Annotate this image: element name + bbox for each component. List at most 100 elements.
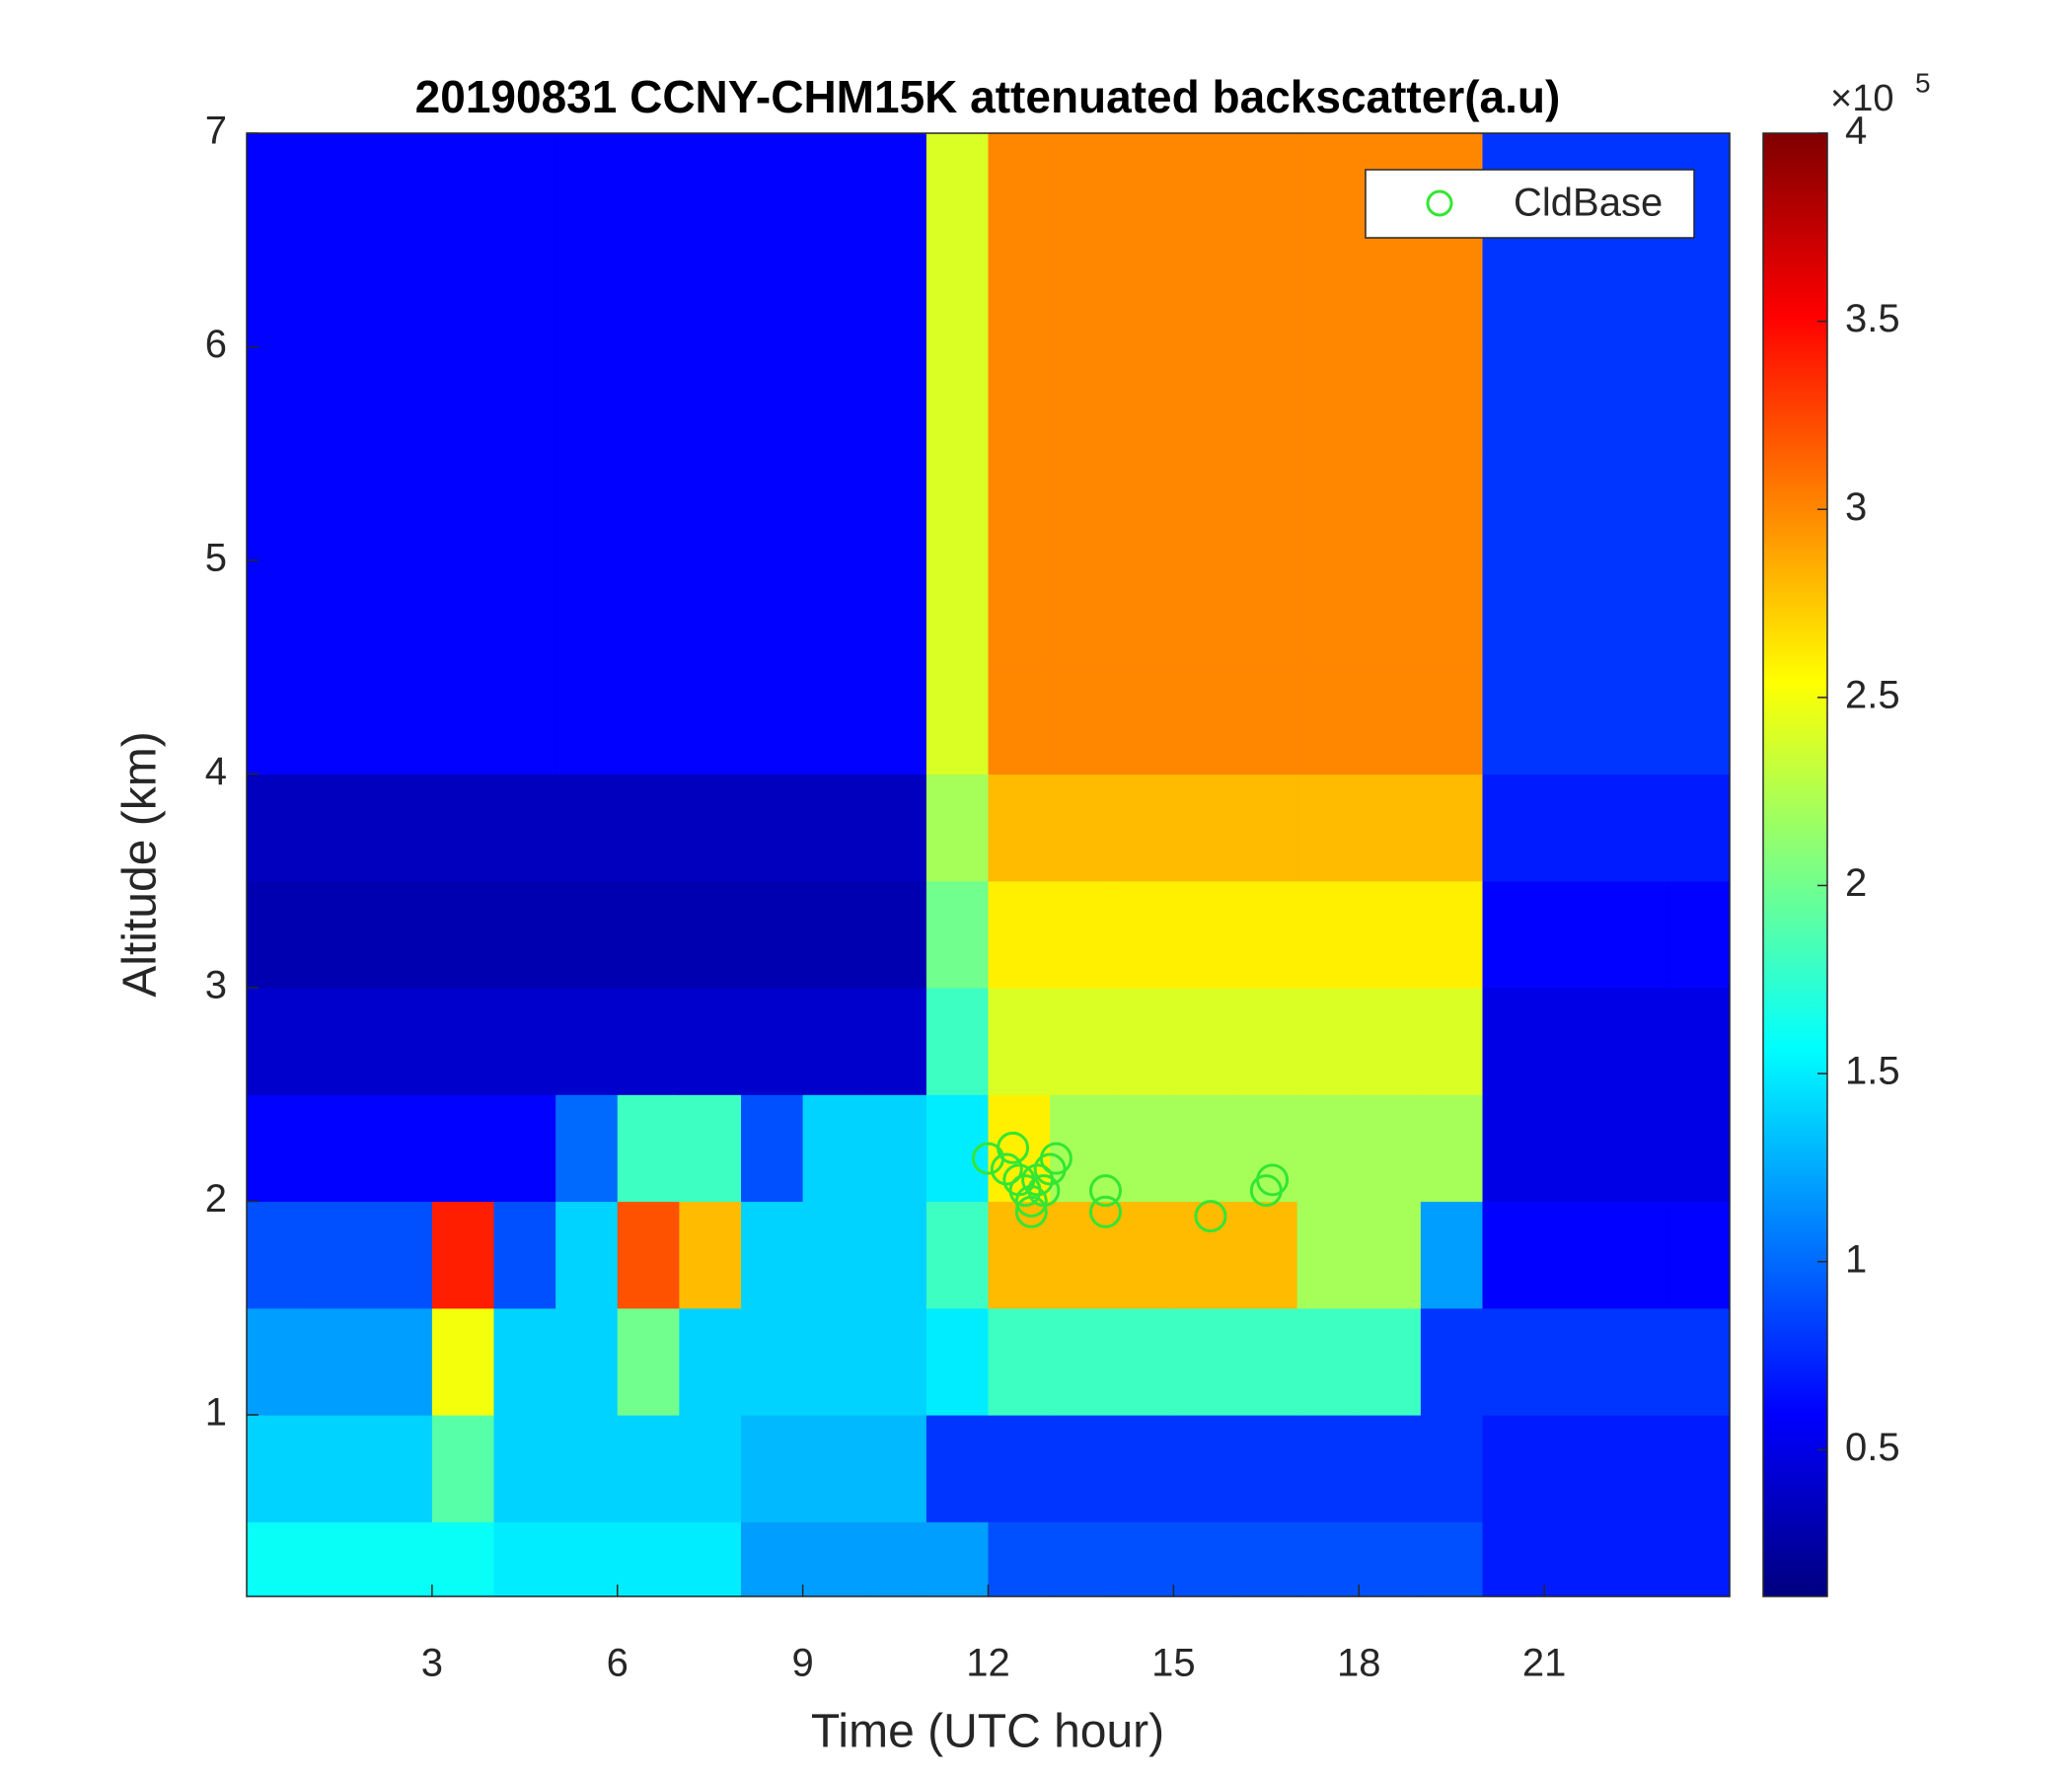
heatmap-cell	[679, 1201, 742, 1309]
heatmap-cell	[1420, 240, 1484, 348]
heatmap-cell	[247, 987, 310, 1095]
heatmap-cell	[1605, 1307, 1668, 1416]
heatmap-cell	[493, 774, 556, 882]
heatmap-cell	[247, 1307, 310, 1416]
heatmap-cell	[1050, 240, 1113, 348]
heatmap-cell	[247, 880, 310, 989]
heatmap-cell	[741, 240, 804, 348]
heatmap-cell	[1050, 1414, 1113, 1522]
heatmap-cell	[1173, 1414, 1236, 1522]
heatmap-cell	[1667, 1414, 1731, 1522]
heatmap-cell	[1235, 880, 1298, 989]
heatmap-cell	[864, 346, 927, 455]
x-axis-label: Time (UTC hour)	[811, 1706, 1164, 1758]
heatmap-cell	[1667, 774, 1731, 882]
colorbar-tick-label: 1	[1845, 1237, 1867, 1281]
heatmap-cell	[1359, 1414, 1422, 1522]
heatmap-cell	[1544, 1414, 1607, 1522]
heatmap-cell	[1173, 880, 1236, 989]
heatmap-cell	[1544, 774, 1607, 882]
heatmap-cell	[370, 346, 433, 455]
legend-box	[1365, 169, 1695, 239]
heatmap-cell	[493, 1521, 556, 1597]
heatmap-cell	[431, 667, 495, 776]
heatmap-cell	[1359, 774, 1422, 882]
heatmap-cell	[370, 774, 433, 882]
heatmap-cell	[925, 1521, 990, 1597]
heatmap-cell	[308, 987, 371, 1095]
heatmap-cell	[308, 453, 371, 561]
heatmap-cell	[493, 1201, 556, 1309]
heatmap-cell	[1111, 559, 1174, 668]
x-tick-label: 12	[966, 1642, 1010, 1685]
heatmap-cell	[308, 667, 371, 776]
cloud-base-marker	[1256, 1163, 1290, 1197]
heatmap-cell	[802, 987, 865, 1095]
heatmap-cell	[1359, 880, 1422, 989]
heatmap-cell	[555, 1094, 619, 1203]
heatmap-cell	[1544, 240, 1607, 348]
heatmap-cell	[988, 1307, 1051, 1416]
heatmap-cell	[1111, 667, 1174, 776]
heatmap-cell	[864, 240, 927, 348]
heatmap-cell	[1235, 1201, 1298, 1309]
heatmap-cell	[1667, 667, 1731, 776]
heatmap-cell	[617, 667, 680, 776]
heatmap-cell	[431, 559, 495, 668]
heatmap-cell	[308, 346, 371, 455]
heatmap-cell	[1605, 1094, 1668, 1203]
heatmap-cell	[1482, 987, 1545, 1095]
heatmap-cell	[1482, 1414, 1545, 1522]
heatmap-cell	[1605, 240, 1668, 348]
heatmap-cell	[988, 346, 1051, 455]
heatmap-cell	[1420, 346, 1484, 455]
heatmap-cell	[1111, 453, 1174, 561]
heatmap-cell	[864, 559, 927, 668]
heatmap-cell	[988, 1414, 1051, 1522]
heatmap-cell	[925, 1307, 990, 1416]
heatmap-cell	[617, 133, 680, 241]
heatmap-cell	[864, 1094, 927, 1203]
heatmap-cell	[1111, 346, 1174, 455]
heatmap-cell	[1420, 1414, 1484, 1522]
heatmap-cell	[1111, 1201, 1174, 1309]
heatmap-cell	[308, 1521, 371, 1597]
heatmap-cell	[617, 559, 680, 668]
heatmap-cell	[370, 880, 433, 989]
heatmap-cell	[493, 133, 556, 241]
heatmap-cell	[1605, 667, 1668, 776]
heatmap-cell	[617, 1307, 680, 1416]
heatmap-cell	[1296, 133, 1360, 241]
heatmap-cell	[1235, 240, 1298, 348]
heatmap-cell	[925, 1414, 990, 1522]
heatmap-cell	[308, 559, 371, 668]
heatmap-cell	[988, 667, 1051, 776]
heatmap-cell	[308, 1201, 371, 1309]
heatmap-cell	[1296, 1201, 1360, 1309]
heatmap-cell	[925, 559, 990, 668]
heatmap-cell	[1482, 1307, 1545, 1416]
heatmap-cell	[1359, 240, 1422, 348]
heatmap-cell	[1544, 667, 1607, 776]
heatmap-cell	[988, 453, 1051, 561]
cloud-base-marker	[1194, 1200, 1227, 1233]
heatmap-cell	[802, 133, 865, 241]
heatmap-cell	[555, 1414, 619, 1522]
heatmap-cell	[247, 1414, 310, 1522]
y-tick-label: 4	[205, 750, 227, 793]
heatmap-cell	[1296, 240, 1360, 348]
heatmap-cell	[370, 1521, 433, 1597]
heatmap-cell	[493, 1307, 556, 1416]
heatmap-cell	[1359, 453, 1422, 561]
heatmap-cell	[617, 240, 680, 348]
heatmap-cell	[1667, 880, 1731, 989]
colorbar-tick-label: 4	[1845, 110, 1867, 153]
heatmap-cell	[802, 240, 865, 348]
heatmap-cell	[1173, 667, 1236, 776]
heatmap-cell	[247, 667, 310, 776]
heatmap-cell	[1111, 880, 1174, 989]
heatmap-cell	[1235, 1094, 1298, 1203]
heatmap-cell	[617, 1521, 680, 1597]
heatmap-cell	[555, 559, 619, 668]
heatmap-cell	[864, 774, 927, 882]
